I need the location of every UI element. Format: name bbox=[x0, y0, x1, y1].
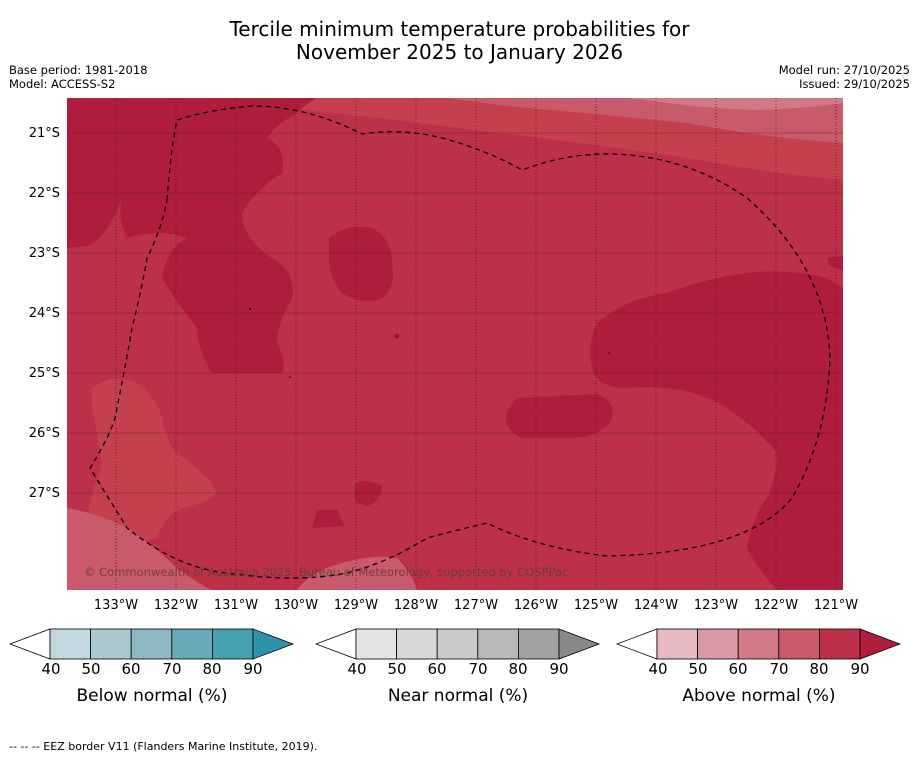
lon-label-131: 131°W bbox=[213, 598, 259, 613]
tick-above-90: 90 bbox=[850, 660, 870, 678]
copyright-text: © Commonwealth of Australia 2025, Bureau… bbox=[84, 565, 569, 579]
lat-label-23: 23°S bbox=[28, 246, 60, 261]
lon-label-124: 124°W bbox=[633, 598, 679, 613]
colorbar-bin bbox=[396, 628, 438, 660]
meta-left: Base period: 1981-2018 Model: ACCESS-S2 bbox=[9, 63, 148, 91]
lon-label-128: 128°W bbox=[393, 598, 439, 613]
eez-border bbox=[89, 105, 831, 579]
tick-below-80: 80 bbox=[202, 660, 222, 678]
high-region-dot-3 bbox=[827, 256, 843, 270]
colorbar-bin bbox=[778, 628, 820, 660]
colorbar-bin bbox=[49, 628, 91, 660]
colorbar-bin bbox=[171, 628, 213, 660]
low-region-southwest bbox=[87, 379, 217, 548]
island-marker-3 bbox=[289, 376, 291, 378]
footnote-eez: -- -- -- EEZ border V11 (Flanders Marine… bbox=[9, 740, 318, 753]
island-marker-4 bbox=[608, 352, 610, 354]
colorbar-bin bbox=[211, 628, 254, 660]
lon-label-123: 123°W bbox=[693, 598, 739, 613]
colorbar-bin bbox=[90, 628, 132, 660]
model-name: Model: ACCESS-S2 bbox=[9, 77, 116, 91]
lat-label-22: 22°S bbox=[28, 186, 60, 201]
colorbar-bin bbox=[737, 628, 780, 660]
high-region-dot-1 bbox=[354, 481, 382, 506]
high-region-dot-2 bbox=[312, 510, 345, 528]
base-period: Base period: 1981-2018 bbox=[9, 63, 148, 77]
colorbar-extend-high bbox=[558, 628, 601, 660]
issued-date: Issued: 29/10/2025 bbox=[799, 77, 910, 91]
colorbar-extend-low bbox=[616, 628, 658, 660]
colorbar-bin bbox=[355, 628, 397, 660]
island-marker-2 bbox=[395, 334, 399, 338]
high-region-center bbox=[329, 226, 393, 301]
colorbar-extend-high bbox=[859, 628, 902, 660]
colorbar-extend-low bbox=[9, 628, 51, 660]
colorbar-label-below: Below normal (%) bbox=[76, 686, 228, 706]
probability-map bbox=[67, 98, 843, 590]
colorbar-above-normal bbox=[616, 628, 902, 660]
meta-right: Model run: 27/10/2025 Issued: 29/10/2025 bbox=[779, 63, 910, 91]
tick-near-40: 40 bbox=[347, 660, 367, 678]
lat-label-21: 21°S bbox=[28, 126, 60, 141]
tick-near-90: 90 bbox=[549, 660, 569, 678]
lon-label-133: 133°W bbox=[93, 598, 139, 613]
tick-below-90: 90 bbox=[243, 660, 263, 678]
high-region-east bbox=[590, 271, 843, 590]
lon-label-125: 125°W bbox=[573, 598, 619, 613]
model-run: Model run: 27/10/2025 bbox=[778, 63, 910, 77]
colorbar-label-near: Near normal (%) bbox=[387, 686, 529, 706]
tick-above-40: 40 bbox=[648, 660, 668, 678]
parallel-grid bbox=[67, 132, 843, 494]
map-title-line1: Tercile minimum temperature probabilitie… bbox=[229, 17, 690, 41]
lon-label-127: 127°W bbox=[453, 598, 499, 613]
tick-below-70: 70 bbox=[162, 660, 182, 678]
lon-label-122: 122°W bbox=[753, 598, 799, 613]
lat-label-27: 27°S bbox=[28, 486, 60, 501]
colorbar-bin bbox=[517, 628, 560, 660]
high-region-south-central bbox=[506, 394, 613, 438]
tick-below-60: 60 bbox=[121, 660, 141, 678]
lat-label-26: 26°S bbox=[28, 426, 60, 441]
colorbar-bin bbox=[130, 628, 173, 660]
lon-label-129: 129°W bbox=[333, 598, 379, 613]
tick-near-50: 50 bbox=[387, 660, 407, 678]
map-svg bbox=[67, 98, 843, 590]
colorbar-below-normal bbox=[9, 628, 295, 660]
lon-label-126: 126°W bbox=[513, 598, 559, 613]
low-region-south bbox=[297, 556, 417, 590]
tick-below-40: 40 bbox=[41, 660, 61, 678]
high-region-left bbox=[67, 98, 164, 248]
lon-label-132: 132°W bbox=[153, 598, 199, 613]
colorbar-extend-low bbox=[315, 628, 357, 660]
colorbar-near-normal bbox=[315, 628, 601, 660]
colorbar-bin bbox=[656, 628, 698, 660]
tick-above-70: 70 bbox=[769, 660, 789, 678]
tick-above-50: 50 bbox=[688, 660, 708, 678]
tick-near-60: 60 bbox=[427, 660, 447, 678]
lat-label-24: 24°S bbox=[28, 306, 60, 321]
lon-label-130: 130°W bbox=[273, 598, 319, 613]
lat-label-25: 25°S bbox=[28, 366, 60, 381]
meridian-grid bbox=[115, 98, 837, 590]
colorbar-label-above: Above normal (%) bbox=[682, 686, 836, 706]
colorbar-bin bbox=[477, 628, 519, 660]
colorbar-bin bbox=[697, 628, 739, 660]
map-title-line2: November 2025 to January 2026 bbox=[295, 40, 624, 64]
lon-label-121: 121°W bbox=[813, 598, 859, 613]
tick-below-50: 50 bbox=[81, 660, 101, 678]
tick-near-70: 70 bbox=[468, 660, 488, 678]
island-marker-1 bbox=[249, 308, 251, 310]
tick-near-80: 80 bbox=[508, 660, 528, 678]
colorbar-bin bbox=[818, 628, 861, 660]
tick-above-80: 80 bbox=[809, 660, 829, 678]
map-title: Tercile minimum temperature probabilitie… bbox=[0, 18, 919, 64]
high-region-northwest bbox=[120, 98, 317, 373]
band-region-top-lighter bbox=[627, 98, 843, 110]
colorbar-bin bbox=[436, 628, 479, 660]
colorbar-extend-high bbox=[252, 628, 295, 660]
tick-above-60: 60 bbox=[728, 660, 748, 678]
